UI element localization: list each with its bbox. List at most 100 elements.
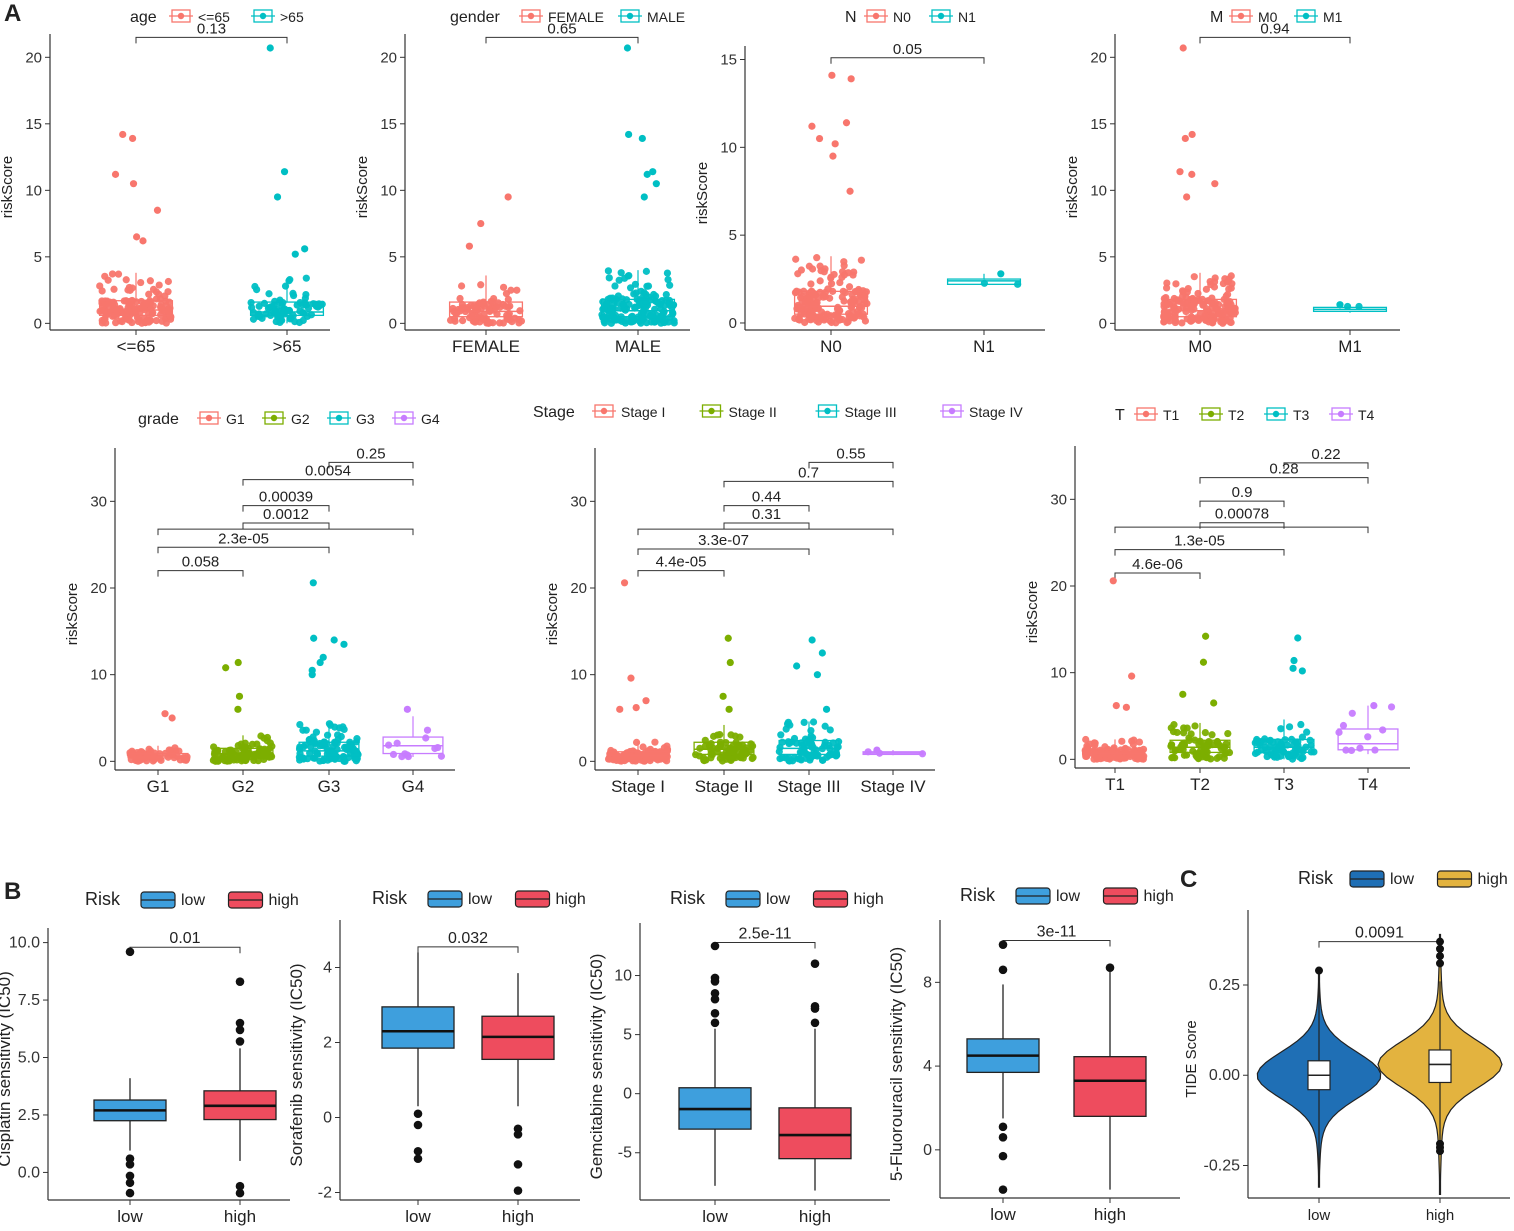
- legend-label: high: [1144, 888, 1174, 905]
- outlier-point: [652, 180, 660, 188]
- comparison-bracket: [808, 461, 894, 469]
- data-point: [650, 318, 659, 326]
- data-point: [1179, 292, 1187, 300]
- y-axis-label: riskScore: [694, 162, 711, 225]
- data-point: [670, 317, 678, 325]
- outlier-point: [725, 705, 733, 713]
- y-axis-label: Sorafenib sensitivity (IC50): [287, 963, 306, 1166]
- legend-key-dot: [600, 407, 608, 415]
- outlier-point: [726, 658, 734, 667]
- data-point: [1116, 754, 1124, 763]
- data-point: [1082, 735, 1090, 744]
- data-point: [861, 317, 870, 325]
- data-point: [800, 718, 808, 726]
- y-axis-label: riskScore: [1064, 156, 1081, 219]
- data-point: [617, 269, 625, 277]
- data-point: [809, 291, 818, 299]
- data-point: [152, 316, 161, 325]
- data-point: [821, 722, 829, 730]
- legend-key-dot: [1272, 410, 1280, 418]
- data-point: [165, 308, 173, 316]
- x-tick-label: <=65: [117, 337, 156, 356]
- outlier-point: [1436, 1147, 1444, 1156]
- y-axis-label: Gemcitabine sensitivity (IC50): [587, 954, 606, 1180]
- data-point: [1171, 316, 1180, 325]
- data-point: [1209, 315, 1217, 323]
- data-point: [243, 754, 251, 763]
- x-tick-label: T3: [1274, 775, 1294, 794]
- x-tick-label: high: [224, 1207, 256, 1226]
- data-point: [838, 268, 847, 276]
- outlier-point: [222, 664, 230, 672]
- legend-key-dot: [1207, 410, 1215, 418]
- outlier-point: [632, 704, 640, 712]
- y-tick-label: 0: [923, 1142, 932, 1159]
- outlier-point: [818, 649, 826, 657]
- data-point: [795, 288, 803, 296]
- data-point: [1208, 731, 1216, 739]
- comparison-bracket: [723, 505, 810, 512]
- legend-title: grade: [138, 411, 179, 428]
- outlier-point: [235, 977, 245, 986]
- data-point: [278, 302, 286, 310]
- outlier-point: [710, 1018, 720, 1028]
- data-point: [1379, 726, 1387, 734]
- data-point: [782, 725, 790, 733]
- outlier-point: [1436, 959, 1444, 968]
- data-point: [431, 744, 439, 753]
- data-point: [164, 277, 172, 286]
- outlier-point: [1188, 170, 1196, 178]
- chart-panel-11: 0 4 8 5-Fluorouracil sensitivity (IC50) low h…: [887, 885, 1180, 1224]
- x-tick-label: N0: [820, 337, 842, 356]
- data-point: [296, 720, 304, 729]
- comparison-bracket: [1283, 462, 1369, 469]
- data-point: [1172, 280, 1180, 288]
- outlier-point: [513, 1186, 523, 1195]
- data-point: [785, 739, 793, 748]
- y-tick-label: 8: [923, 974, 932, 991]
- x-tick-label: high: [502, 1207, 534, 1226]
- x-tick-label: G1: [147, 777, 170, 796]
- box: [946, 278, 1022, 285]
- data-point: [610, 299, 618, 307]
- x-tick-label: low: [702, 1207, 728, 1226]
- outlier-point: [1370, 702, 1378, 710]
- data-point: [813, 254, 821, 262]
- x-tick-label: G4: [402, 777, 425, 796]
- data-point: [816, 277, 824, 285]
- outlier-point: [1188, 130, 1196, 139]
- x-tick-label: high: [1094, 1205, 1126, 1224]
- outlier-point: [125, 1171, 135, 1181]
- data-point: [351, 753, 359, 761]
- data-point: [260, 734, 268, 742]
- outlier-point: [710, 994, 720, 1004]
- data-point: [736, 733, 744, 741]
- data-point: [272, 317, 280, 326]
- outlier-point: [998, 1122, 1008, 1132]
- y-tick-label: 15: [25, 116, 42, 133]
- data-point: [331, 739, 339, 747]
- legend-label: high: [854, 891, 884, 908]
- outlier-point: [340, 640, 348, 648]
- box: [1428, 1049, 1452, 1084]
- data-point: [1339, 721, 1348, 730]
- data-point: [1272, 751, 1280, 760]
- outlier-point: [1183, 193, 1191, 201]
- legend-label: Stage IV: [969, 404, 1023, 420]
- data-point: [639, 743, 647, 751]
- data-point: [1213, 754, 1221, 762]
- legend-label: T3: [1293, 407, 1310, 423]
- legend-label: high: [1478, 871, 1508, 888]
- y-tick-label: 0: [729, 315, 737, 332]
- outlier-point: [125, 1160, 135, 1169]
- data-point: [845, 283, 854, 291]
- y-tick-label: 20: [380, 49, 397, 66]
- outlier-point: [1336, 301, 1344, 309]
- data-point: [1207, 755, 1215, 763]
- comparison-bracket: [1114, 572, 1201, 579]
- outlier-point: [477, 219, 485, 228]
- x-tick-label: high: [1426, 1207, 1454, 1224]
- outlier-point: [815, 134, 824, 143]
- outlier-point: [846, 187, 854, 195]
- data-point: [1226, 318, 1234, 326]
